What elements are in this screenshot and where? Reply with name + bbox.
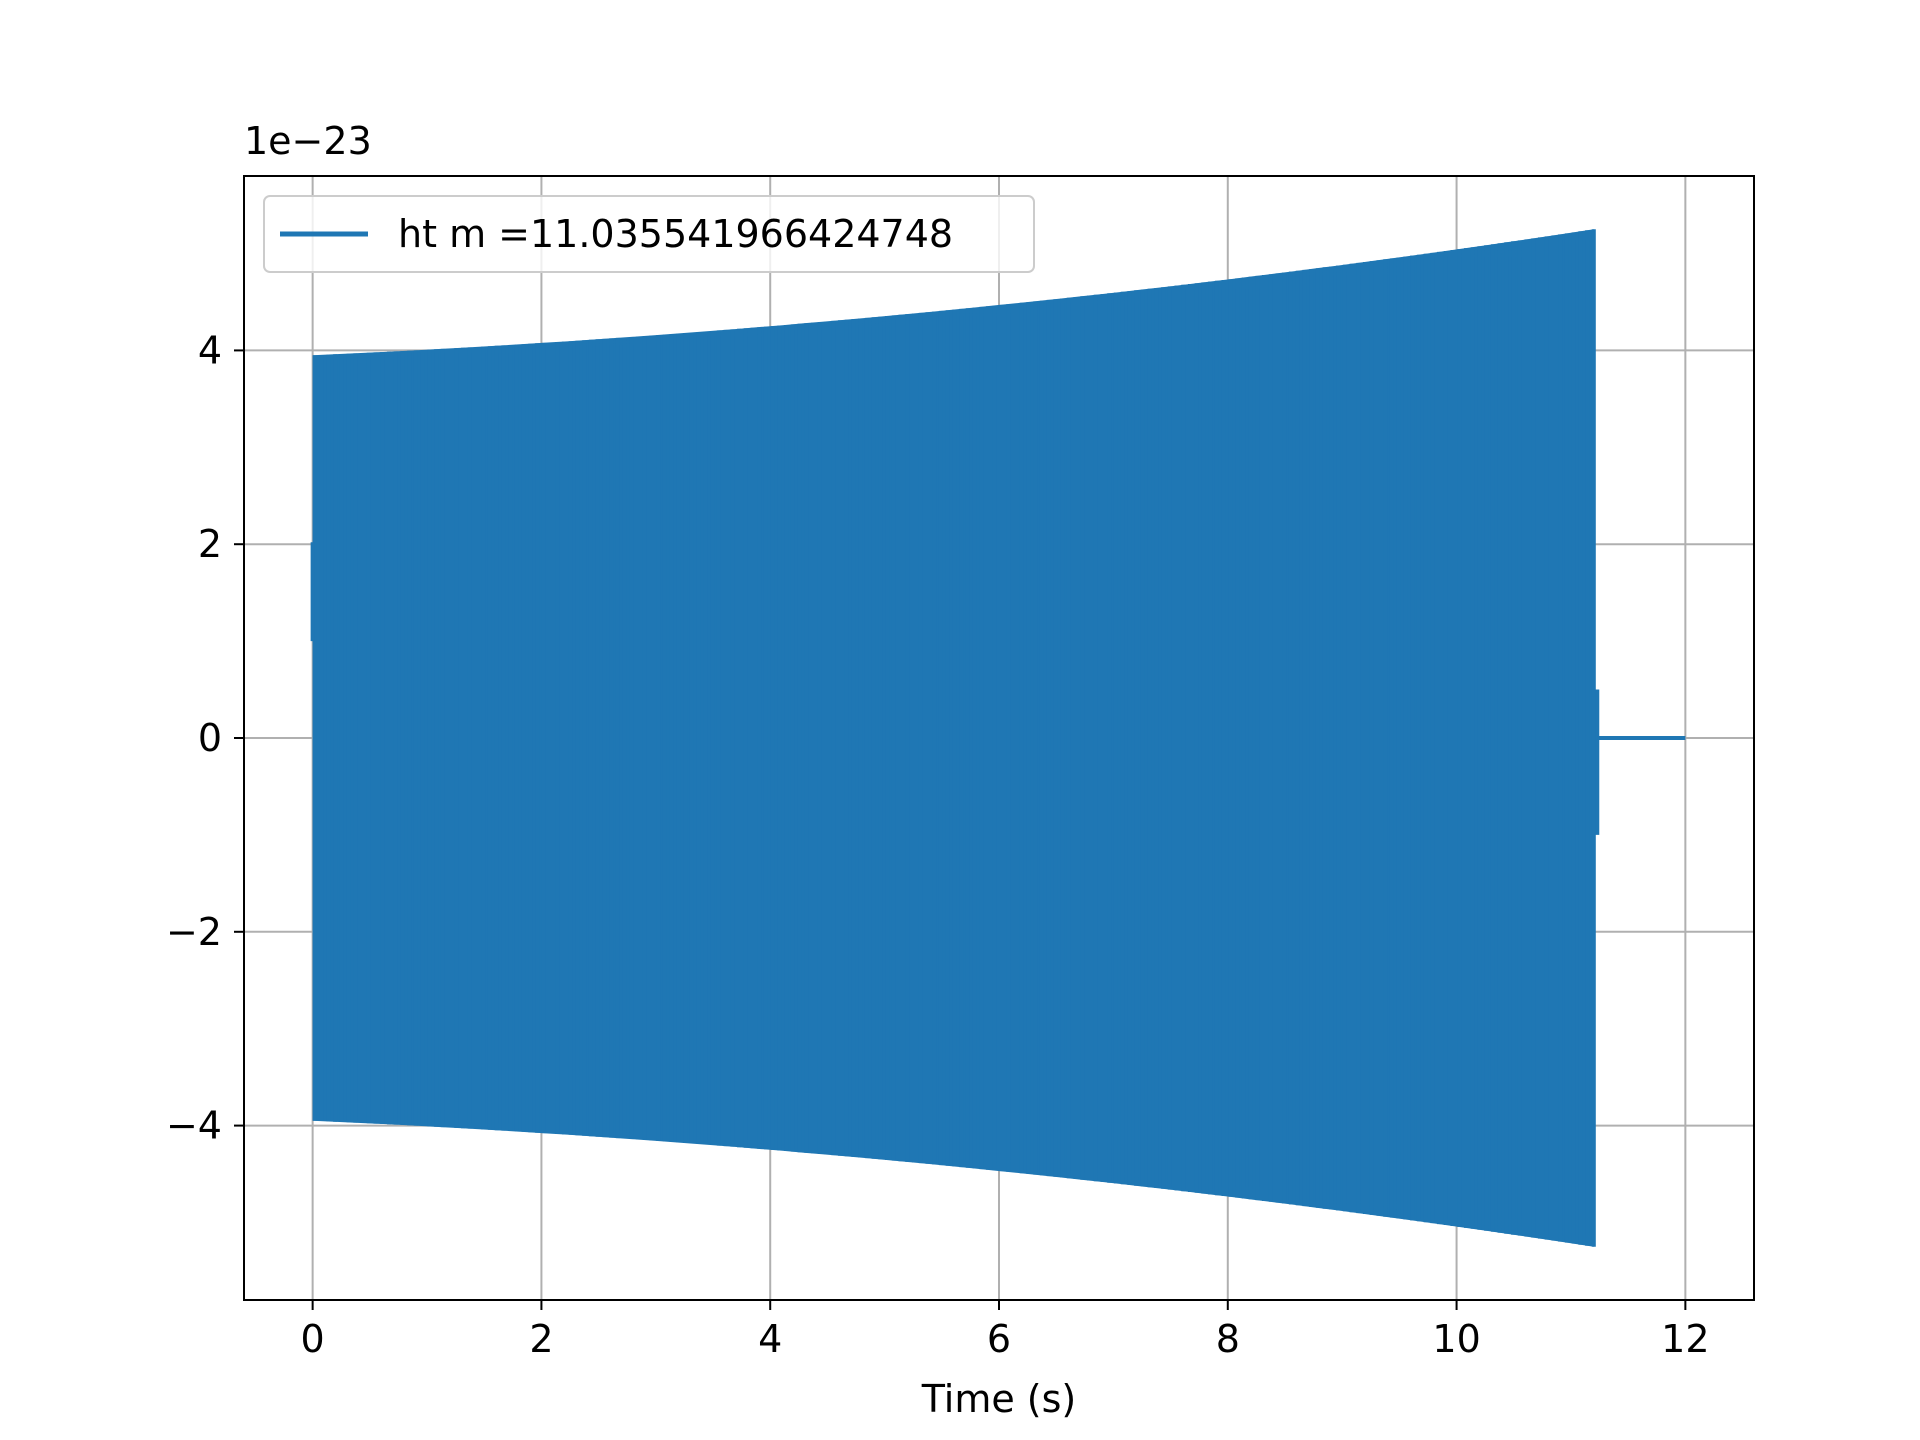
- x-tick-label: 2: [529, 1317, 553, 1361]
- x-tick-label: 8: [1216, 1317, 1240, 1361]
- x-tick-label: 6: [987, 1317, 1011, 1361]
- y-tick-label: −2: [166, 910, 222, 954]
- series-waveform-cycles: [312, 229, 1596, 1247]
- y-tick-label: 4: [198, 328, 222, 372]
- y-scale-label: 1e−23: [244, 119, 372, 163]
- series-start-segment: [310, 542, 315, 642]
- legend-label: ht m =11.035541966424748: [398, 212, 953, 256]
- x-axis-label: Time (s): [921, 1377, 1077, 1421]
- ticks: 0 2 4 6 8 10 12 −4 −2 0 2 4: [166, 328, 1710, 1361]
- x-tick-label: 4: [758, 1317, 782, 1361]
- legend-box: [263, 195, 1035, 273]
- y-tick-label: 0: [198, 716, 222, 760]
- series-layer: [310, 229, 1686, 1247]
- y-tick-label: −4: [166, 1104, 222, 1148]
- y-tick-label: 2: [198, 522, 222, 566]
- legend: ht m =11.035541966424748: [263, 195, 1035, 273]
- x-tick-label: 0: [301, 1317, 325, 1361]
- x-tick-label: 12: [1661, 1317, 1709, 1361]
- x-tick-label: 10: [1432, 1317, 1480, 1361]
